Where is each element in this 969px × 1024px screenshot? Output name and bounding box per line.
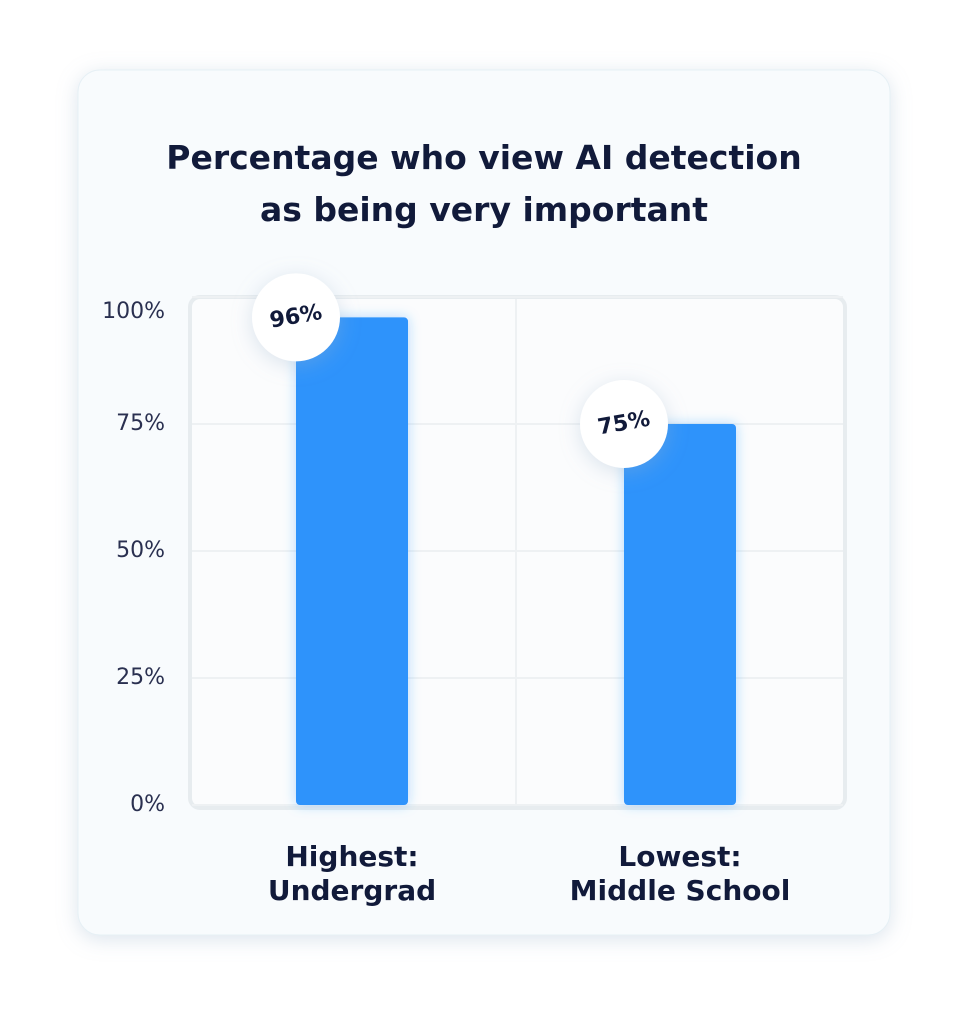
- badge-circle: [252, 273, 340, 362]
- bar: [624, 424, 736, 805]
- badge-circle: [580, 380, 668, 468]
- x-tick-label: Lowest: Middle School: [569, 840, 791, 907]
- chart-title: Percentage who view AI detection as bein…: [166, 138, 802, 229]
- value-badge: 75%: [580, 380, 668, 468]
- plot-area: [188, 295, 847, 810]
- value-badge: 96%: [252, 273, 340, 362]
- bar: [296, 317, 408, 805]
- y-tick-label: 0%: [130, 792, 165, 817]
- y-tick-label: 100%: [102, 299, 165, 324]
- y-tick-label: 50%: [116, 538, 165, 563]
- y-tick-label: 25%: [116, 665, 165, 690]
- x-tick-label: Highest: Undergrad: [267, 840, 437, 907]
- y-tick-label: 75%: [116, 411, 165, 436]
